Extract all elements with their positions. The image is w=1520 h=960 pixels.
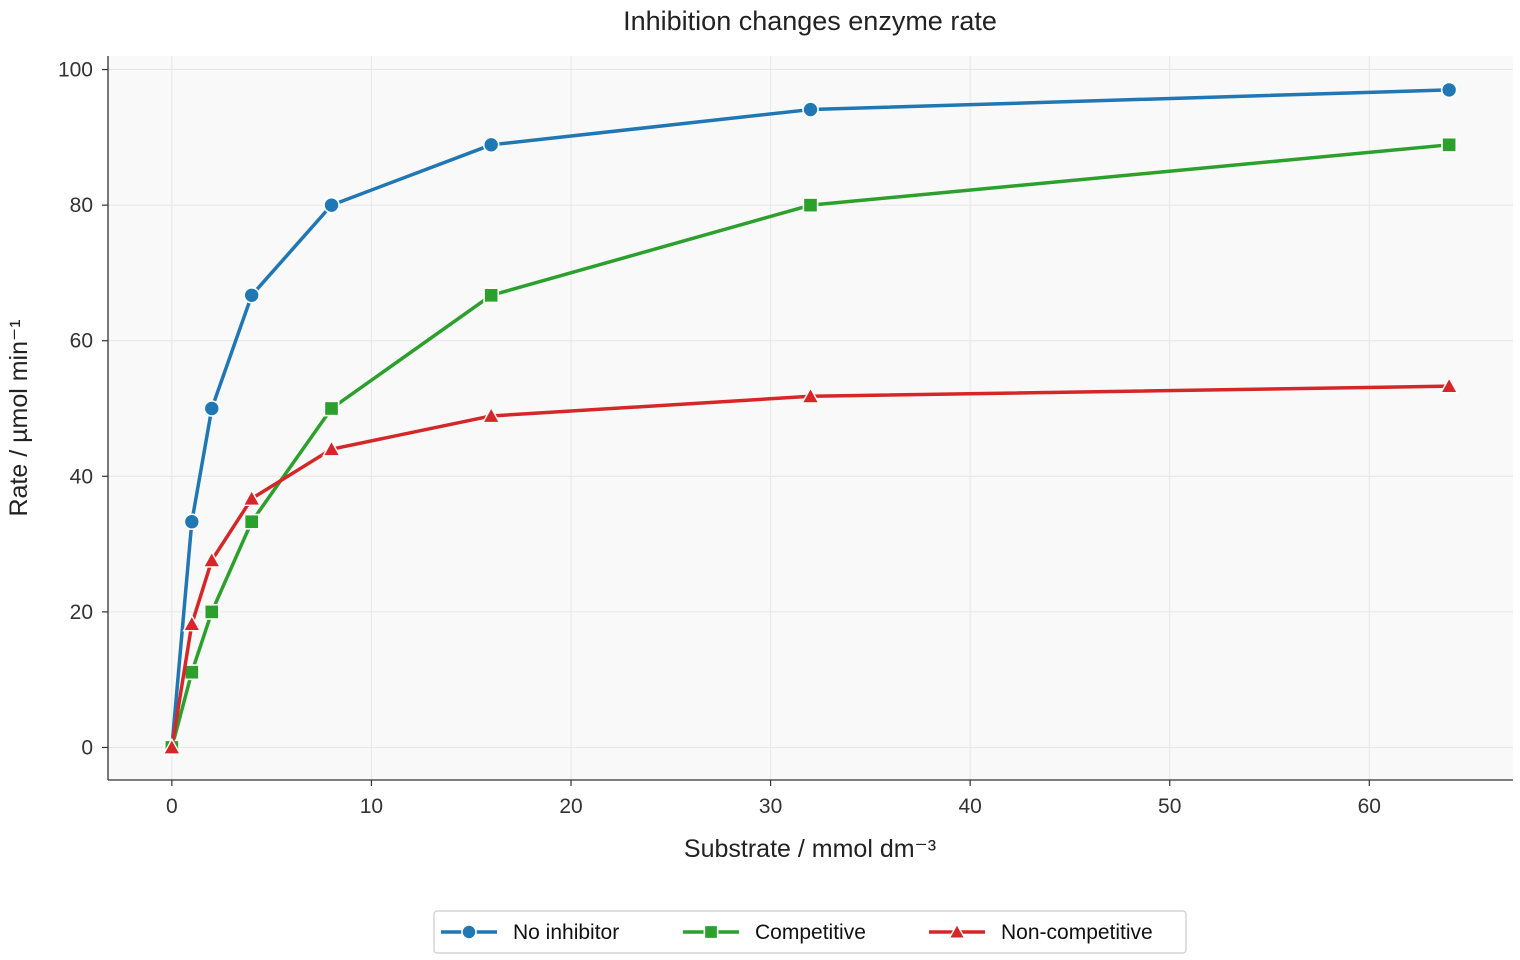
- data-point: [801, 386, 820, 404]
- x-tick-label: 50: [1158, 795, 1181, 818]
- y-tick-label: 40: [70, 465, 93, 488]
- x-tick-label: 30: [759, 795, 782, 818]
- data-point: [1439, 376, 1459, 394]
- data-point: [202, 550, 222, 568]
- data-point: [242, 488, 262, 506]
- y-tick-label: 100: [58, 59, 93, 82]
- x-ticks: 0 10 20 30 40 50 60: [166, 780, 1381, 818]
- data-point: [323, 196, 340, 214]
- x-tick-label: 10: [360, 795, 383, 818]
- series-line: [170, 88, 1451, 750]
- data-point: [203, 400, 221, 417]
- legend-label: Competitive: [755, 921, 866, 944]
- data-point: [1440, 81, 1458, 99]
- data-point: [322, 439, 341, 457]
- chart-title: Inhibition changes enzyme rate: [623, 6, 997, 36]
- data-point: [802, 101, 819, 118]
- data-point: [481, 406, 501, 424]
- y-tick-label: 20: [70, 601, 93, 624]
- y-axis-label: Rate / µmol min⁻¹: [5, 319, 33, 516]
- series-non-competitive: [162, 376, 1459, 755]
- legend: No inhibitor Competitive Non-competitive: [433, 910, 1187, 954]
- x-tick-label: 0: [166, 795, 178, 818]
- series-no-inhibitor: [163, 81, 1458, 756]
- data-point: [183, 664, 200, 681]
- legend-box: [433, 910, 1187, 954]
- legend-marker: [948, 922, 966, 939]
- data-point: [243, 286, 260, 304]
- data-point: [483, 287, 500, 304]
- legend-entry: Competitive: [683, 921, 866, 944]
- series-line: [170, 143, 1451, 750]
- data-point: [802, 197, 819, 214]
- y-tick-label: 0: [81, 736, 93, 759]
- series-competitive: [163, 136, 1458, 756]
- data-point: [323, 400, 340, 417]
- x-tick-label: 60: [1358, 795, 1381, 818]
- legend-label: Non-competitive: [1001, 921, 1153, 944]
- data-point: [203, 603, 220, 620]
- plot-background: [108, 56, 1513, 780]
- grid: [108, 56, 1513, 780]
- legend-entry: No inhibitor: [441, 921, 619, 944]
- x-axis-label: Substrate / mmol dm⁻³: [684, 835, 936, 863]
- legend-marker: [461, 924, 477, 940]
- data-point: [243, 513, 260, 530]
- y-tick-label: 80: [70, 194, 93, 217]
- x-tick-label: 40: [958, 795, 981, 818]
- legend-entry: Non-competitive: [929, 921, 1153, 944]
- data-point: [1441, 136, 1458, 153]
- legend-marker: [703, 924, 719, 940]
- data-point: [482, 136, 500, 154]
- data-point: [183, 513, 201, 531]
- data-point: [162, 737, 182, 755]
- y-tick-label: 60: [70, 330, 93, 353]
- series-layer: [162, 81, 1459, 756]
- y-ticks: 0 20 40 60 80 100: [58, 59, 108, 759]
- axes: [107, 56, 1513, 781]
- legend-label: No inhibitor: [513, 921, 619, 944]
- x-tick-label: 20: [559, 795, 582, 818]
- series-line: [170, 384, 1451, 750]
- data-point: [182, 614, 202, 632]
